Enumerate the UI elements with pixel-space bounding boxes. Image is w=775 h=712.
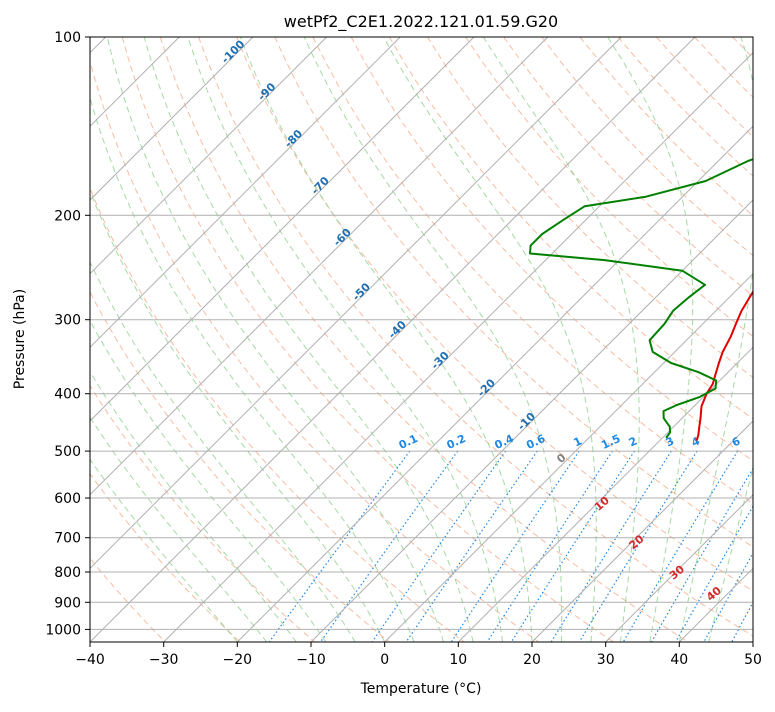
x-tick-label: 10 <box>449 652 467 668</box>
y-tick-label: 600 <box>54 491 81 507</box>
y-tick-label: 100 <box>54 30 81 46</box>
chart-title: wetPf2_C2E1.2022.121.01.59.G20 <box>284 12 558 32</box>
y-axis-label: Pressure (hPa) <box>12 289 28 389</box>
x-tick-label: 20 <box>523 652 541 668</box>
y-tick-label: 1000 <box>45 622 81 638</box>
y-tick-label: 300 <box>54 313 81 329</box>
x-tick-label: −30 <box>149 652 179 668</box>
y-tick-label: 200 <box>54 208 81 224</box>
x-tick-label: 0 <box>380 652 389 668</box>
y-tick-label: 900 <box>54 595 81 611</box>
y-tick-label: 700 <box>54 531 81 547</box>
x-tick-label: −10 <box>296 652 326 668</box>
y-tick-label: 500 <box>54 444 81 460</box>
x-tick-label: 40 <box>670 652 688 668</box>
x-tick-label: 50 <box>744 652 762 668</box>
x-tick-label: −20 <box>223 652 253 668</box>
x-axis-label: Temperature (°C) <box>360 681 482 697</box>
y-tick-label: 800 <box>54 565 81 581</box>
x-tick-label: −40 <box>75 652 105 668</box>
y-tick-label: 400 <box>54 387 81 403</box>
x-tick-label: 30 <box>597 652 615 668</box>
